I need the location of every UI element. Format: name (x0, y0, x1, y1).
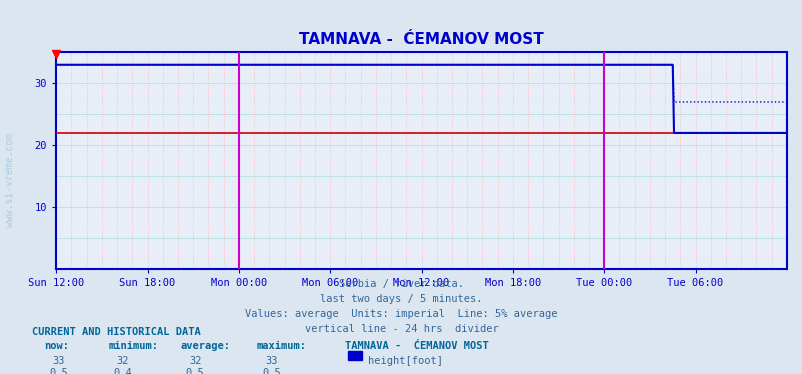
Text: last two days / 5 minutes.: last two days / 5 minutes. (320, 294, 482, 304)
Text: 0.5: 0.5 (49, 368, 68, 374)
Text: vertical line - 24 hrs  divider: vertical line - 24 hrs divider (304, 324, 498, 334)
Text: minimum:: minimum: (108, 341, 158, 352)
Text: Values: average  Units: imperial  Line: 5% average: Values: average Units: imperial Line: 5%… (245, 309, 557, 319)
Text: 0.4: 0.4 (113, 368, 132, 374)
Text: 32: 32 (116, 356, 129, 366)
Text: CURRENT AND HISTORICAL DATA: CURRENT AND HISTORICAL DATA (32, 327, 200, 337)
Text: 33: 33 (265, 356, 277, 366)
Text: height[foot]: height[foot] (367, 356, 442, 366)
Text: www.si-vreme.com: www.si-vreme.com (5, 132, 14, 227)
Text: TAMNAVA -  ĆEMANOV MOST: TAMNAVA - ĆEMANOV MOST (345, 341, 488, 352)
Text: Serbia / river data.: Serbia / river data. (338, 279, 464, 289)
Text: now:: now: (44, 341, 69, 352)
Text: 0.5: 0.5 (261, 368, 281, 374)
Title: TAMNAVA -  ĆEMANOV MOST: TAMNAVA - ĆEMANOV MOST (299, 32, 543, 47)
Text: 0.5: 0.5 (185, 368, 205, 374)
Text: maximum:: maximum: (257, 341, 306, 352)
Text: 32: 32 (188, 356, 201, 366)
Text: average:: average: (180, 341, 230, 352)
Text: 33: 33 (52, 356, 65, 366)
